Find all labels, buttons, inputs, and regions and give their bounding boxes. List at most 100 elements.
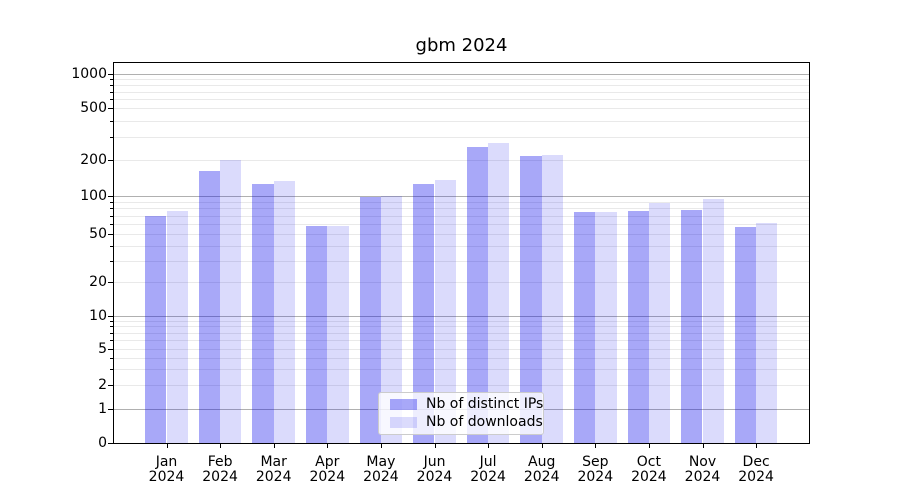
y-tick-label-10: 10 bbox=[89, 307, 107, 324]
x-tick-label-may: May 2024 bbox=[346, 455, 416, 485]
minor-gridline-2 bbox=[114, 385, 809, 386]
bar-downloads-apr bbox=[327, 225, 349, 443]
x-tick-label-nov: Nov 2024 bbox=[668, 455, 738, 485]
bar-downloads-dec bbox=[756, 223, 778, 443]
x-tick-label-feb: Feb 2024 bbox=[185, 455, 255, 485]
y-tick-label-200: 200 bbox=[80, 151, 107, 168]
x-tick-year: 2024 bbox=[148, 469, 185, 485]
minor-gridline-4 bbox=[114, 357, 809, 359]
y-minor-tick-mark-800 bbox=[110, 85, 113, 87]
y-tick-label-500: 500 bbox=[80, 100, 107, 117]
x-tick-label-oct: Oct 2024 bbox=[614, 455, 684, 485]
y-tick-label-5: 5 bbox=[98, 341, 107, 357]
minor-gridline-700 bbox=[114, 91, 809, 93]
x-tick-mark-apr bbox=[327, 444, 329, 448]
bar-distinct-ips-mar bbox=[252, 183, 274, 443]
minor-gridline-60 bbox=[114, 224, 809, 225]
bar-distinct-ips-may bbox=[359, 196, 381, 443]
bar-distinct-ips-nov bbox=[681, 209, 703, 443]
bar-downloads-feb bbox=[220, 159, 242, 443]
bar-downloads-may bbox=[380, 196, 403, 443]
bar-downloads-jan bbox=[166, 211, 188, 443]
x-tick-label-jul: Jul 2024 bbox=[453, 455, 523, 485]
x-tick-month: Mar bbox=[260, 454, 287, 470]
bar-distinct-ips-jun bbox=[413, 184, 435, 443]
legend-swatch-downloads bbox=[390, 417, 417, 428]
bar-downloads-mar bbox=[273, 181, 296, 443]
bar-distinct-ips-jul bbox=[466, 147, 489, 443]
minor-gridline-6 bbox=[114, 340, 809, 342]
minor-gridline-800 bbox=[114, 85, 809, 87]
x-tick-year: 2024 bbox=[416, 469, 453, 485]
x-tick-month: Jul bbox=[479, 454, 497, 470]
minor-gridline-9 bbox=[114, 320, 809, 322]
minor-gridline-200 bbox=[114, 159, 809, 161]
x-tick-year: 2024 bbox=[631, 469, 667, 485]
y-tick-mark-50 bbox=[108, 233, 113, 235]
y-tick-mark-10 bbox=[108, 315, 113, 317]
y-minor-tick-mark-900 bbox=[110, 79, 113, 81]
x-tick-mark-jun bbox=[434, 444, 436, 448]
plot-area bbox=[113, 62, 810, 444]
x-tick-label-dec: Dec 2024 bbox=[721, 455, 791, 485]
x-tick-label-mar: Mar 2024 bbox=[239, 455, 309, 485]
y-minor-tick-mark-60 bbox=[110, 224, 113, 225]
x-tick-label-sep: Sep 2024 bbox=[560, 455, 630, 485]
bar-distinct-ips-feb bbox=[198, 171, 221, 443]
bar-downloads-aug bbox=[541, 154, 564, 443]
y-tick-mark-100 bbox=[108, 196, 113, 198]
x-tick-mark-nov bbox=[702, 444, 704, 448]
y-tick-mark-5 bbox=[108, 349, 113, 350]
y-tick-mark-1000 bbox=[108, 74, 113, 75]
minor-gridline-900 bbox=[114, 79, 809, 81]
x-tick-mark-may bbox=[380, 444, 382, 448]
x-tick-mark-sep bbox=[595, 444, 597, 448]
x-tick-label-aug: Aug 2024 bbox=[507, 455, 577, 485]
y-tick-mark-0 bbox=[108, 443, 113, 444]
major-gridline-10 bbox=[114, 315, 809, 317]
x-tick-month: Aug bbox=[528, 454, 556, 470]
x-tick-mark-jan bbox=[166, 444, 168, 448]
legend-row-downloads: Nb of downloads bbox=[390, 414, 543, 431]
minor-gridline-3 bbox=[114, 369, 809, 371]
legend: Nb of distinct IPs Nb of downloads bbox=[378, 392, 544, 435]
y-minor-tick-mark-80 bbox=[110, 208, 113, 210]
y-minor-tick-mark-30 bbox=[110, 260, 113, 262]
x-tick-label-jun: Jun 2024 bbox=[400, 455, 470, 485]
x-tick-mark-feb bbox=[220, 444, 222, 448]
x-tick-label-apr: Apr 2024 bbox=[292, 455, 362, 485]
x-tick-mark-jul bbox=[488, 444, 490, 448]
x-tick-month: Feb bbox=[207, 454, 233, 470]
minor-gridline-80 bbox=[114, 208, 809, 210]
y-tick-mark-200 bbox=[108, 159, 113, 161]
x-tick-year: 2024 bbox=[523, 469, 560, 485]
y-minor-tick-mark-70 bbox=[110, 215, 113, 217]
minor-gridline-8 bbox=[114, 326, 809, 328]
y-minor-tick-mark-90 bbox=[110, 202, 113, 204]
x-tick-mark-mar bbox=[273, 444, 275, 448]
major-gridline-1000 bbox=[114, 74, 809, 75]
legend-row-distinct-ips: Nb of distinct IPs bbox=[390, 396, 543, 413]
y-minor-tick-mark-3 bbox=[110, 369, 113, 371]
x-tick-mark-oct bbox=[648, 444, 650, 448]
y-minor-tick-mark-40 bbox=[110, 245, 113, 247]
y-tick-label-1: 1 bbox=[98, 400, 107, 417]
bar-distinct-ips-apr bbox=[305, 225, 328, 443]
x-tick-year: 2024 bbox=[309, 469, 346, 485]
y-tick-mark-1 bbox=[108, 408, 113, 410]
bar-distinct-ips-dec bbox=[734, 226, 757, 443]
x-tick-label-jan: Jan 2024 bbox=[132, 455, 202, 485]
x-tick-month: Dec bbox=[742, 454, 770, 470]
minor-gridline-90 bbox=[114, 202, 809, 204]
bar-distinct-ips-oct bbox=[627, 211, 649, 443]
y-tick-label-20: 20 bbox=[89, 274, 107, 290]
y-minor-tick-mark-4 bbox=[110, 357, 113, 359]
legend-swatch-distinct-ips bbox=[390, 399, 417, 410]
major-gridline-100 bbox=[114, 196, 809, 198]
y-tick-label-0: 0 bbox=[98, 435, 107, 451]
y-tick-label-100: 100 bbox=[80, 188, 107, 205]
x-tick-year: 2024 bbox=[738, 469, 774, 485]
bar-downloads-sep bbox=[595, 211, 617, 443]
x-tick-year: 2024 bbox=[577, 469, 614, 485]
